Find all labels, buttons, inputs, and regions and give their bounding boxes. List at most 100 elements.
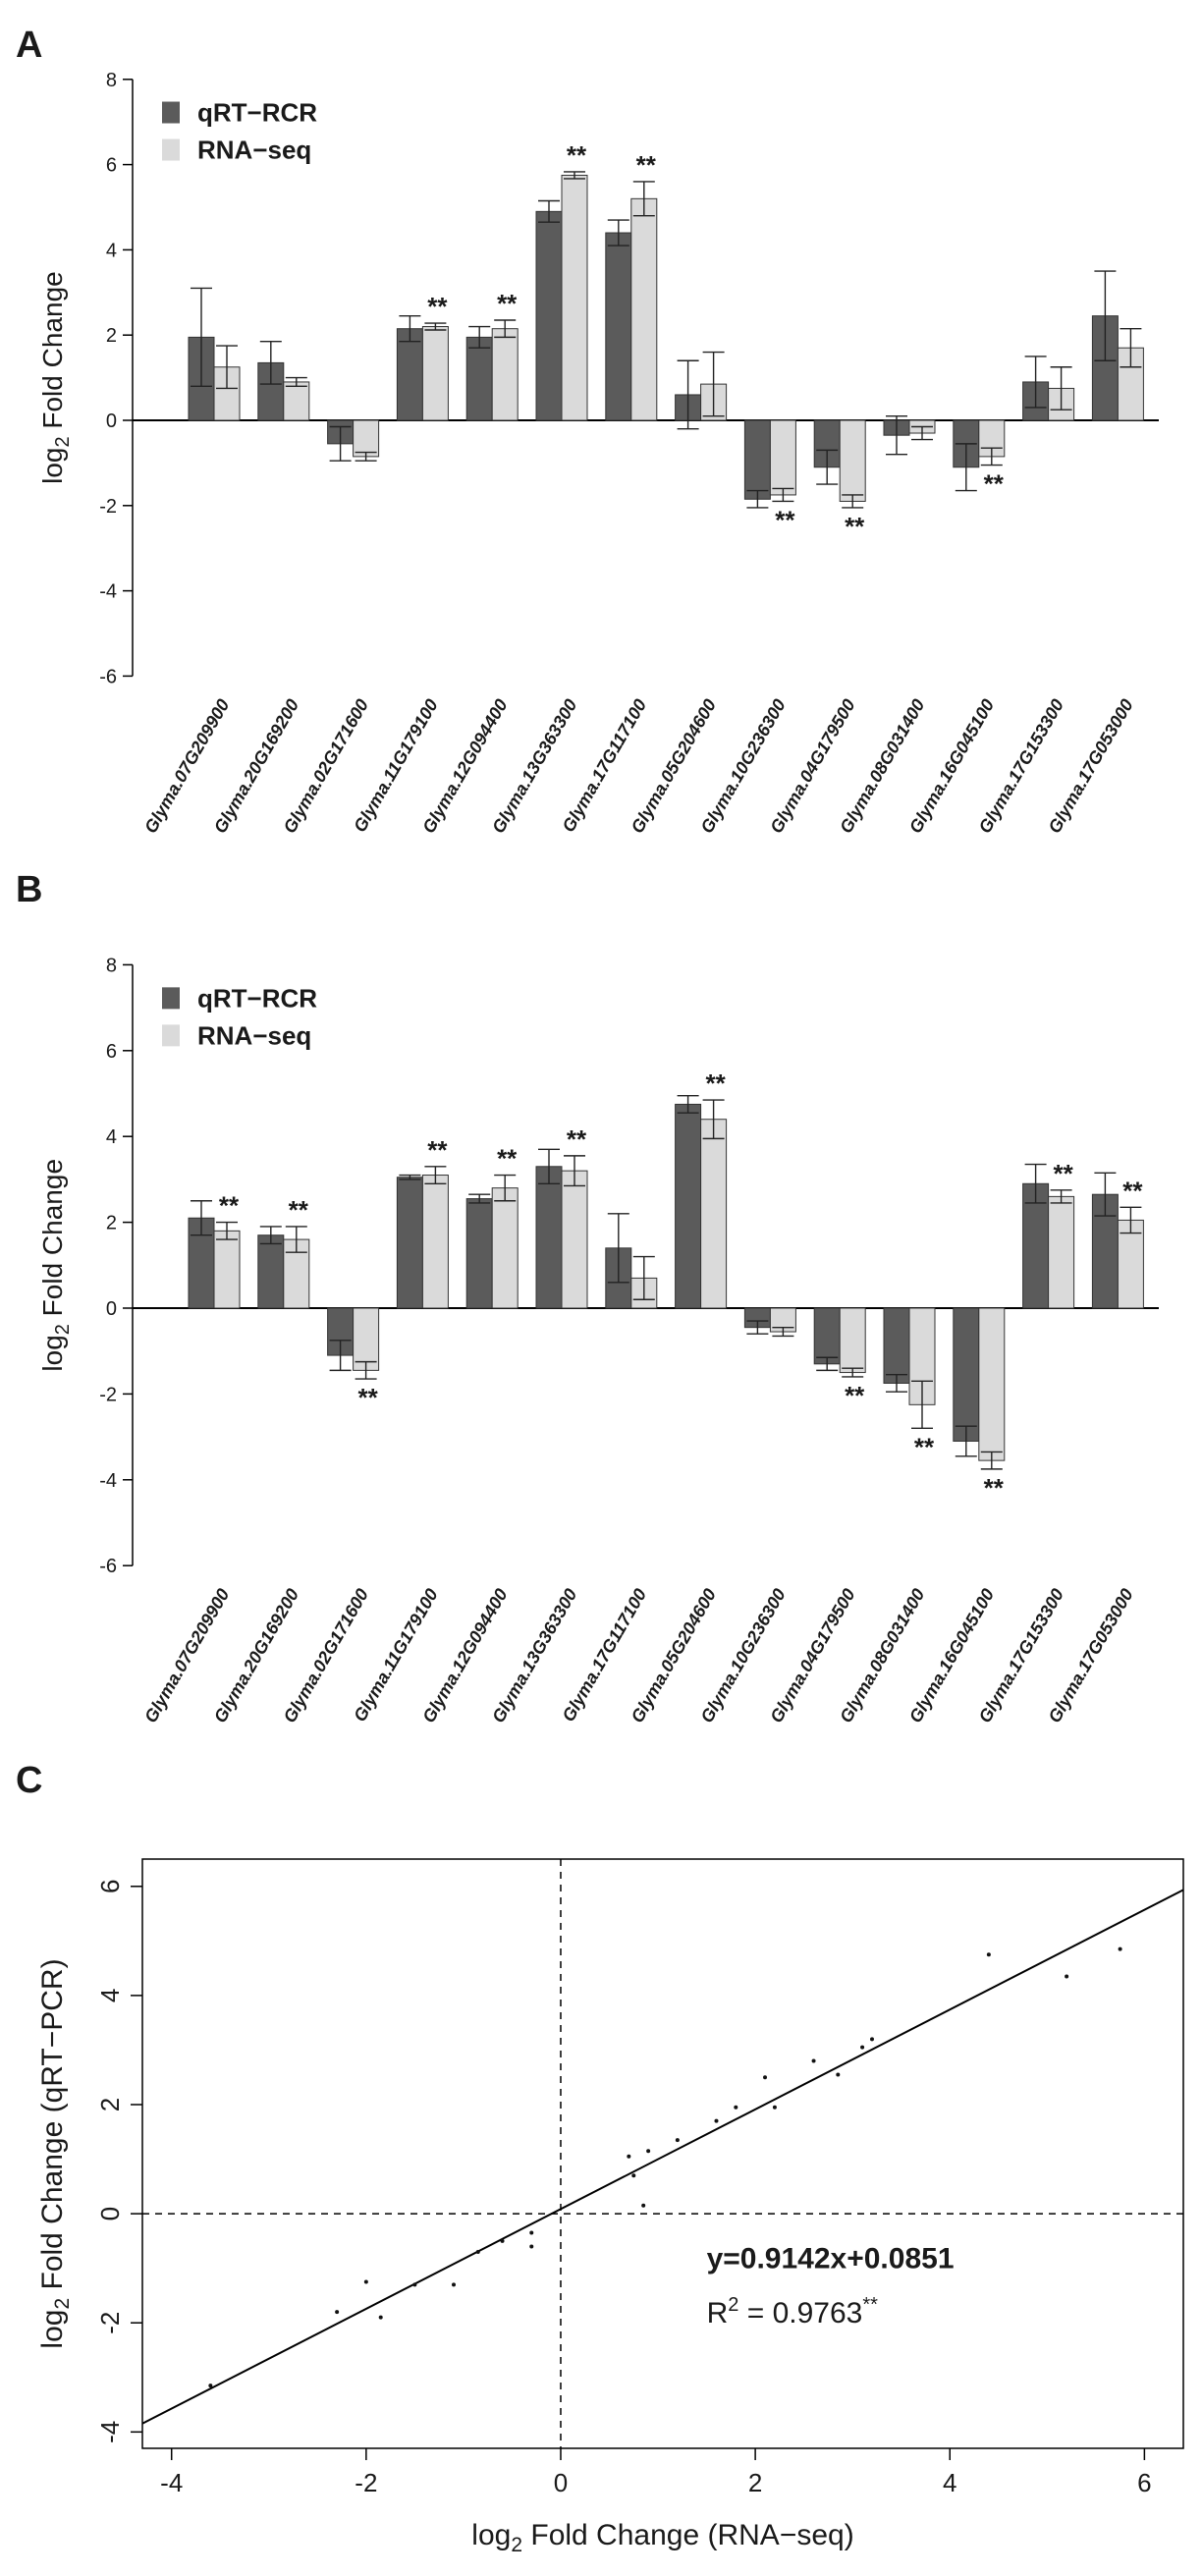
significance-marker: ** — [427, 292, 448, 321]
panel-label-b: B — [16, 869, 42, 910]
y-tick-label: 2 — [95, 2098, 125, 2111]
y-tick-label: 0 — [106, 1298, 117, 1320]
scatter-point — [363, 2279, 368, 2284]
scatter-point — [378, 2315, 383, 2320]
x-tick-label: -4 — [160, 2468, 183, 2497]
bar-rna-glyma-17g117100 — [630, 197, 658, 421]
y-tick-label: 2 — [106, 325, 117, 347]
x-axis-label: log2 Fold Change (RNA−seq) — [471, 2519, 853, 2556]
y-tick-label: -6 — [99, 1556, 117, 1577]
bar-rna-glyma-12g094400 — [491, 1187, 519, 1309]
significance-marker: ** — [984, 469, 1005, 499]
scatter-point — [529, 2244, 534, 2249]
scatter-point — [631, 2173, 636, 2178]
y-tick-label: -4 — [99, 581, 117, 603]
significance-marker: ** — [984, 1473, 1005, 1503]
bar-rna-glyma-16g045100 — [978, 1307, 1006, 1461]
scatter-point — [772, 2105, 777, 2110]
bar-qrt-glyma-17g153300 — [1022, 1182, 1050, 1309]
legend-label-rna: RNA−seq — [197, 136, 311, 165]
y-tick-label: 6 — [95, 1880, 125, 1893]
y-tick-label: -4 — [99, 1470, 117, 1492]
x-tick-label: -2 — [355, 2468, 377, 2497]
significance-marker: ** — [567, 1124, 587, 1154]
scatter-point — [734, 2105, 738, 2110]
bar-qrt-glyma-13g363300 — [535, 1166, 563, 1309]
panel-label-a: A — [16, 25, 42, 66]
regression-line — [141, 1889, 1184, 2425]
scatter-point — [475, 2250, 480, 2254]
scatter-chart-c: -4 -2 0 2 4 6 -4 -2 0 2 4 6 y=0.9142x+0.0851 R2 = 0.9… — [36, 1858, 1184, 2556]
x-tick-label: 0 — [554, 2468, 568, 2497]
y-tick-label: 6 — [106, 1041, 117, 1063]
bar-rna-glyma-11g179100 — [421, 1175, 449, 1309]
y-tick-label: 6 — [106, 155, 117, 177]
bar-rna-glyma-11g179100 — [421, 326, 449, 421]
scatter-point — [986, 1952, 991, 1957]
scatter-point — [627, 2154, 631, 2159]
scatter-point — [646, 2149, 651, 2154]
y-tick-label: 0 — [95, 2207, 125, 2220]
bar-qrt-glyma-05g204600 — [675, 1103, 702, 1309]
scatter-point — [811, 2058, 816, 2063]
bar-qrt-glyma-10g236300 — [743, 419, 771, 500]
legend-swatch-rna — [162, 1024, 180, 1047]
legend-label-qrt: qRT−RCR — [197, 98, 317, 128]
scatter-point — [641, 2203, 646, 2208]
bar-qrt-glyma-08g031400 — [883, 1307, 910, 1384]
scatter-point — [1118, 1946, 1122, 1951]
bar-qrt-glyma-04g179500 — [813, 1307, 841, 1365]
bar-qrt-glyma-16g045100 — [953, 1307, 980, 1442]
scatter-point — [452, 2282, 457, 2287]
scatter-point — [500, 2238, 505, 2243]
y-tick-label: 8 — [106, 955, 117, 976]
bar-qrt-glyma-11g179100 — [396, 1177, 423, 1309]
bar-rna-glyma-04g179500 — [839, 419, 866, 502]
significance-marker: ** — [845, 1381, 865, 1410]
x-tick-label: 6 — [1137, 2468, 1151, 2497]
significance-marker: ** — [775, 505, 795, 534]
significance-marker: ** — [845, 512, 865, 541]
bar-rna-glyma-13g363300 — [561, 1170, 588, 1309]
bar-rna-glyma-02g171600 — [353, 419, 380, 458]
bar-rna-glyma-05g204600 — [700, 1119, 728, 1309]
scatter-point — [836, 2072, 841, 2077]
x-tick-label: 4 — [943, 2468, 956, 2497]
scatter-point — [412, 2282, 417, 2287]
y-tick-label: 4 — [106, 1126, 117, 1148]
significance-marker: ** — [914, 1432, 935, 1461]
y-tick-label: 4 — [106, 240, 117, 261]
legend-label-rna: RNA−seq — [197, 1020, 311, 1050]
bar-rna-glyma-17g053000 — [1117, 1219, 1144, 1309]
x-tick-label: 2 — [748, 2468, 762, 2497]
scatter-point — [763, 2075, 768, 2080]
regression-equation: y=0.9142x+0.0851 — [707, 2243, 955, 2275]
y-tick-label: 0 — [106, 411, 117, 432]
significance-marker: ** — [705, 1069, 726, 1098]
y-tick-label: 4 — [95, 1989, 125, 2002]
scatter-point — [869, 2037, 874, 2042]
y-axis-label: log2 Fold Change (qRT−PCR) — [36, 1958, 74, 2348]
significance-marker: ** — [1053, 1159, 1073, 1188]
scatter-point — [675, 2138, 680, 2143]
y-tick-label: -4 — [95, 2421, 125, 2443]
significance-marker: ** — [357, 1383, 378, 1412]
bar-rna-glyma-10g236300 — [769, 419, 796, 496]
significance-marker: ** — [1122, 1176, 1143, 1205]
scatter-point — [1065, 1974, 1069, 1979]
scatter-point — [335, 2310, 340, 2315]
bar-rna-glyma-07g209900 — [213, 366, 241, 421]
scatter-point — [529, 2230, 534, 2235]
bar-rna-glyma-07g209900 — [213, 1230, 241, 1309]
y-tick-label: -2 — [99, 1384, 117, 1405]
bar-qrt-glyma-12g094400 — [465, 336, 493, 421]
significance-marker: ** — [427, 1135, 448, 1165]
y-axis-label: log2 Fold Change — [37, 1159, 74, 1372]
bar-rna-glyma-02g171600 — [353, 1307, 380, 1371]
bar-qrt-glyma-20g169200 — [257, 1234, 285, 1309]
legend-swatch-rna — [162, 138, 180, 161]
y-tick-label: -2 — [95, 2312, 125, 2334]
